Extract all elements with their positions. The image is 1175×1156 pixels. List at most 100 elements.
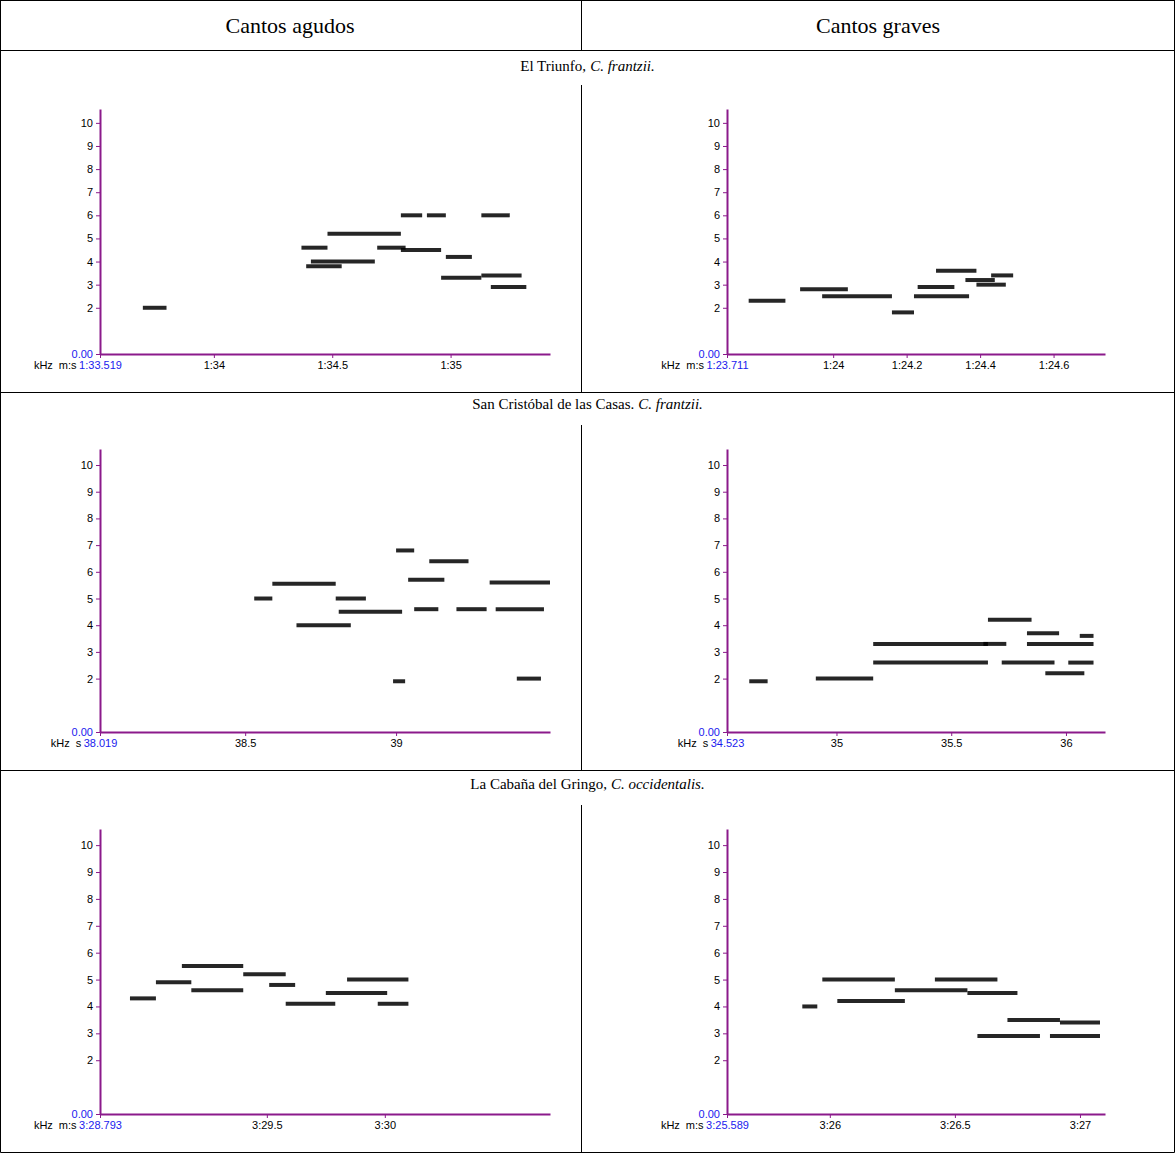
tick-mark (96, 732, 100, 733)
tick-mark (723, 845, 727, 846)
tick-label: 4 (714, 256, 720, 268)
tick-mark (1080, 1114, 1081, 1118)
tick-label: 3 (87, 279, 93, 291)
y-axis-title: kHz (661, 1119, 680, 1131)
tick-label: 9 (714, 140, 720, 152)
y-tick: 10 (81, 117, 100, 129)
tick-mark (723, 492, 727, 493)
sound-segment (393, 679, 405, 683)
y-tick: 7 (714, 186, 727, 198)
tick-label: 8 (87, 163, 93, 175)
sound-segment (977, 1034, 1040, 1038)
column-header: Cantos graves (816, 13, 940, 38)
tick-label: 5 (714, 232, 720, 244)
marks (254, 550, 550, 681)
table-border (1, 770, 1175, 771)
sound-segment (272, 582, 335, 586)
axis-line (101, 354, 551, 356)
y-tick: 4 (714, 619, 727, 631)
tick-label: 1:34 (204, 359, 225, 371)
row-species: C. frantzii. (590, 58, 655, 74)
tick-mark (451, 354, 452, 358)
tick-mark (723, 262, 727, 263)
x-tick: 38.5 (235, 732, 256, 749)
tick-label: 5 (87, 593, 93, 605)
row-place: El Triunfo, (520, 58, 586, 74)
tick-mark (267, 1114, 268, 1118)
sound-segment (143, 306, 167, 310)
x-tick: 39 (390, 732, 402, 749)
y-tick: 10 (708, 117, 727, 129)
tick-label: 36 (1060, 737, 1072, 749)
y-tick: 7 (87, 186, 100, 198)
sound-segment (481, 273, 521, 277)
tick-label: 6 (714, 947, 720, 959)
y-tick: 6 (714, 947, 727, 959)
table-lines (1, 0, 1175, 1153)
x-tick: 1:34 (204, 354, 225, 371)
tick-label: 10 (81, 459, 93, 471)
sound-segment (822, 294, 892, 298)
sound-segment (254, 597, 272, 601)
axis-line (101, 1114, 551, 1116)
y-axis: 0.002345678910 (699, 830, 728, 1121)
tick-mark (396, 732, 397, 736)
tick-label: 3:29.5 (252, 1119, 283, 1131)
spectrogram-panel: 0.0023456789103:28.7933:29.53:30m:skHz (34, 830, 551, 1132)
sound-segment (311, 260, 375, 264)
x-axis: 3:28.7933:29.53:30 (79, 1114, 550, 1131)
tick-mark (723, 899, 727, 900)
tick-label: 2 (87, 302, 93, 314)
tick-label: 8 (714, 163, 720, 175)
tick-label: 9 (714, 866, 720, 878)
y-tick: 3 (714, 279, 727, 291)
tick-label: 34.523 (711, 737, 745, 749)
sound-segment (1050, 1034, 1100, 1038)
y-tick: 2 (87, 302, 100, 314)
tick-label: 10 (708, 117, 720, 129)
sound-segment (378, 1002, 409, 1006)
tick-label: 35.5 (941, 737, 962, 749)
tick-mark (723, 980, 727, 981)
tick-mark (727, 1114, 728, 1118)
tick-mark (96, 872, 100, 873)
tick-label: 9 (87, 866, 93, 878)
tick-label: 9 (87, 486, 93, 498)
sound-segment (988, 618, 1032, 622)
y-tick: 10 (81, 839, 100, 851)
tick-label: 3 (714, 1027, 720, 1039)
x-tick: 3:30 (375, 1114, 396, 1131)
tick-mark (723, 518, 727, 519)
marks (143, 215, 526, 307)
tick-mark (836, 732, 837, 736)
y-tick: 5 (87, 593, 100, 605)
sound-segment (749, 299, 786, 303)
sound-segment (1002, 661, 1055, 665)
y-tick: 4 (87, 1000, 100, 1012)
x-tick: 1:34.5 (317, 354, 348, 371)
y-tick: 3 (714, 1027, 727, 1039)
tick-mark (727, 354, 728, 358)
tick-mark (723, 192, 727, 193)
y-tick: 10 (708, 459, 727, 471)
spectrogram-panel: 0.00234567891038.01938.539skHz (51, 450, 551, 750)
tick-label: 7 (87, 186, 93, 198)
sound-segment (800, 287, 848, 291)
x-tick: 3:25.589 (706, 1114, 749, 1131)
sound-segment (401, 248, 441, 252)
row-place: La Cabaña del Gringo, (470, 776, 607, 792)
y-tick: 5 (714, 232, 727, 244)
column-header: Cantos agudos (226, 13, 355, 38)
sound-segment (1080, 634, 1094, 638)
tick-label: 2 (87, 673, 93, 685)
row-title: San Cristóbal de las Casas.C. frantzii. (472, 396, 703, 412)
tick-mark (96, 1006, 100, 1007)
y-tick: 7 (87, 539, 100, 551)
tick-mark (100, 732, 101, 736)
tick-label: 4 (87, 1000, 93, 1012)
tick-mark (833, 354, 834, 358)
tick-mark (96, 354, 100, 355)
tick-mark (723, 953, 727, 954)
y-axis-title: kHz (661, 359, 680, 371)
y-tick: 9 (714, 486, 727, 498)
